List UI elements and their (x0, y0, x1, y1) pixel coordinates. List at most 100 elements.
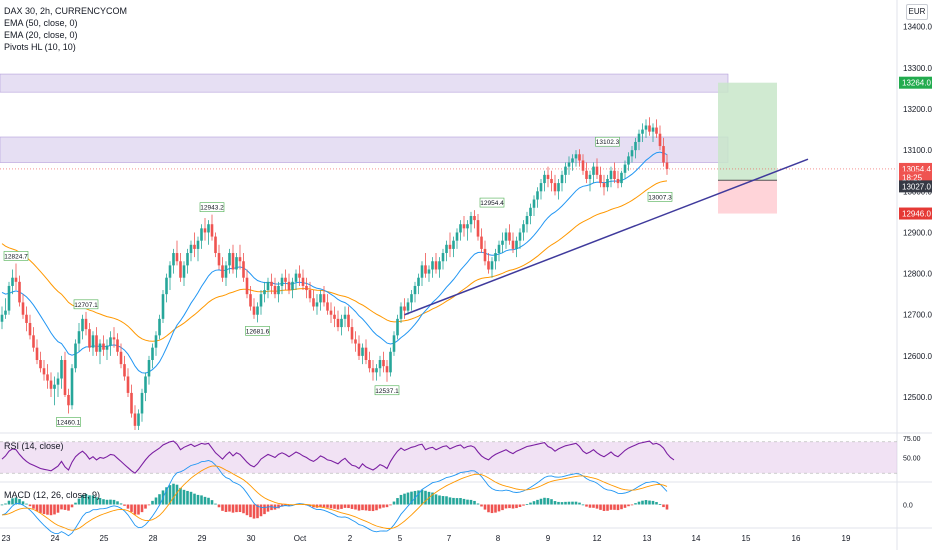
macd-hist-bar (70, 504, 74, 508)
time-tick-label: 23 (2, 534, 11, 543)
candle-body (529, 207, 532, 216)
macd-hist-bar (228, 504, 231, 512)
candle-body (28, 322, 32, 336)
macd-hist-bar (378, 504, 382, 509)
time-tick-label: 19 (842, 534, 851, 543)
macd-hist-bar (630, 504, 634, 506)
candle-body (161, 294, 165, 319)
macd-hist-bar (189, 491, 193, 505)
candle-body (532, 199, 536, 208)
macd-hist-bar (462, 498, 466, 505)
candle-body (158, 318, 161, 336)
price-badge-label: 13027.0 (902, 182, 931, 191)
candle-body (0, 314, 4, 322)
candle-body (224, 265, 228, 278)
macd-hist-bar (641, 500, 644, 505)
time-tick-label: 25 (100, 534, 109, 543)
price-badge-label: 13054.4 (902, 165, 931, 174)
candle-body (301, 277, 305, 286)
candle-body (389, 351, 392, 373)
rsi-legend[interactable]: RSI (14, close) (4, 441, 64, 451)
candle-body (133, 413, 137, 426)
candle-body (406, 302, 410, 311)
time-tick-label: 29 (198, 534, 207, 543)
macd-hist-bar (25, 503, 28, 505)
candle-body (186, 253, 189, 266)
macd-hist-bar (140, 504, 144, 513)
candle-body (252, 306, 256, 315)
candle-body (315, 302, 319, 307)
candle-body (259, 294, 263, 307)
macd-hist-bar (18, 499, 21, 505)
candle-body (312, 298, 315, 307)
macd-hist-bar (340, 504, 343, 509)
macd-hist-bar (399, 494, 403, 505)
currency-badge[interactable]: EUR (906, 4, 928, 20)
candle-body (217, 253, 221, 266)
pivot-label: 13007.3 (648, 194, 672, 201)
candle-body (382, 360, 385, 367)
rsi-line (1, 440, 675, 474)
macd-hist-bar (116, 501, 119, 505)
trendline (404, 158, 809, 316)
ema50-legend[interactable]: EMA (50, close, 0) (4, 18, 78, 28)
macd-hist-bar (238, 504, 242, 513)
macd-hist-bar (368, 504, 371, 511)
pivot-label-box (199, 202, 225, 212)
macd-hist-bar (168, 485, 172, 505)
rsi-tick-label: 50.00 (903, 456, 921, 463)
price-tick-label: 12800.0 (903, 270, 932, 279)
pivot-label-box (374, 385, 400, 396)
macd-hist-bar (655, 502, 658, 505)
price-tick-label: 12500.0 (903, 393, 932, 402)
macd-hist-bar (644, 500, 648, 505)
ema20-legend[interactable]: EMA (20, close, 0) (4, 30, 78, 40)
macd-hist-bar (263, 504, 266, 515)
candle-body (207, 224, 210, 233)
pivot-label-box (73, 299, 99, 310)
macd-hist-bar (497, 504, 501, 512)
candle-body (630, 150, 634, 157)
price-badge (899, 180, 932, 193)
pivot-label: 12681.6 (246, 328, 270, 335)
macd-hist-bar (431, 492, 434, 505)
pivots-legend[interactable]: Pivots HL (10, 10) (4, 42, 76, 52)
candle-body (210, 224, 214, 237)
macd-hist-bar (371, 504, 375, 512)
price-badge (899, 207, 932, 220)
candle-body (616, 178, 620, 184)
price-tick-label: 12900.0 (903, 228, 932, 237)
candle-body (322, 294, 326, 303)
candle-body (655, 127, 658, 134)
macd-legend[interactable]: MACD (12, 26, close, 9) (4, 490, 101, 500)
candle-body (231, 253, 235, 270)
pivot-label: 13102.3 (596, 139, 620, 146)
macd-hist-bar (546, 498, 550, 505)
macd-hist-bar (14, 497, 18, 505)
candle-body (105, 345, 109, 350)
time-tick-label: 12 (593, 534, 602, 543)
macd-hist-bar (95, 497, 98, 505)
candle-body (91, 335, 95, 348)
macd-hist-bar (350, 504, 354, 509)
macd-hist-bar (364, 504, 368, 511)
macd-hist-bar (560, 502, 564, 505)
macd-hist-bar (410, 491, 413, 505)
candle-body (189, 244, 193, 254)
candle-body (242, 261, 245, 278)
candle-body (249, 294, 252, 307)
time-tick-label: Oct (294, 534, 307, 543)
candle-body (508, 232, 511, 241)
candle-body (483, 248, 487, 262)
candle-body (497, 244, 501, 254)
macd-hist-bar (210, 500, 214, 505)
macd-hist-bar (357, 504, 361, 511)
candle-body (350, 327, 354, 340)
pivot-label-box (647, 192, 673, 202)
macd-hist-bar (200, 495, 203, 505)
candle-body (585, 170, 588, 179)
candle-body (634, 141, 637, 151)
macd-hist-bar (532, 501, 536, 505)
candle-body (494, 253, 497, 262)
